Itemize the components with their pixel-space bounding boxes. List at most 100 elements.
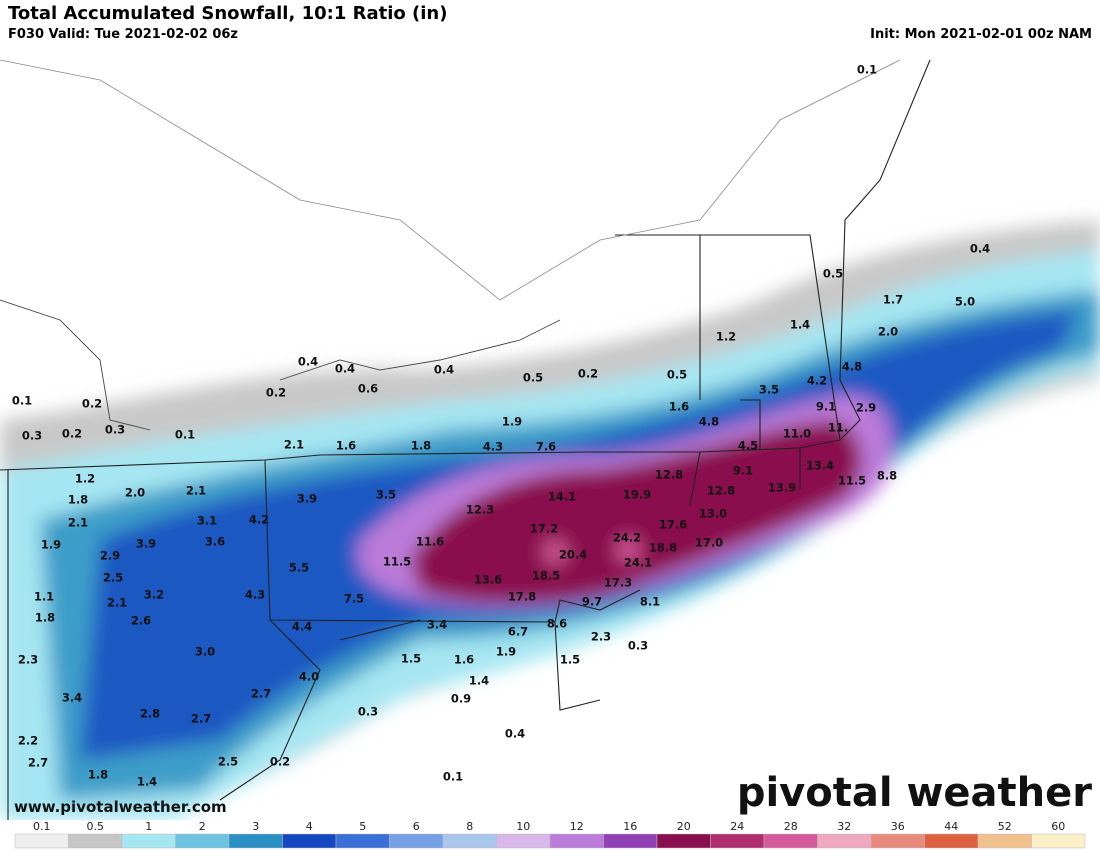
- init-time: Init: Mon 2021-02-01 00z NAM: [870, 27, 1092, 42]
- snowfall-value: 2.8: [140, 707, 160, 721]
- snowfall-value: 7.5: [344, 592, 364, 606]
- snowfall-value: 13.0: [699, 507, 727, 521]
- legend-swatch: [763, 833, 818, 849]
- snowfall-value: 2.3: [18, 653, 38, 667]
- legend-label: 0.5: [87, 820, 105, 833]
- logo: pivotal weather: [737, 770, 1092, 816]
- snowfall-value: 19.9: [623, 488, 651, 502]
- snowfall-value: 0.3: [22, 429, 42, 443]
- snowfall-value: 0.2: [82, 397, 102, 411]
- snowfall-value: 4.0: [299, 670, 319, 684]
- snowfall-value: 4.3: [245, 588, 265, 602]
- snowfall-value: 0.2: [62, 427, 82, 441]
- snowfall-value: 1.9: [41, 538, 61, 552]
- valid-time: F030 Valid: Tue 2021-02-02 06z: [8, 27, 238, 42]
- snowfall-value: 3.6: [205, 535, 225, 549]
- snowfall-value: 3.5: [759, 383, 779, 397]
- snowfall-value: 2.7: [251, 687, 271, 701]
- snowfall-value: 4.5: [738, 439, 758, 453]
- snowfall-value: 2.1: [284, 438, 304, 452]
- snowfall-value: 17.2: [530, 522, 558, 536]
- snowfall-value: 0.3: [105, 423, 125, 437]
- legend-label: 12: [570, 820, 584, 833]
- legend-swatch: [817, 833, 872, 849]
- snowfall-value: 0.2: [270, 755, 290, 769]
- snowfall-value: 1.9: [502, 415, 522, 429]
- snowfall-value: 8.6: [547, 617, 567, 631]
- snowfall-value: 11.0: [783, 427, 811, 441]
- snowfall-value: 20.4: [559, 548, 587, 562]
- legend-swatch: [442, 833, 497, 849]
- snowfall-value: 11.: [828, 421, 848, 435]
- legend-label: 20: [677, 820, 691, 833]
- snowfall-value: 0.4: [434, 363, 454, 377]
- snowfall-value: 2.1: [186, 484, 206, 498]
- legend-swatch: [603, 833, 658, 849]
- legend-swatch: [282, 833, 337, 849]
- snowfall-value: 2.7: [191, 712, 211, 726]
- snowfall-value: 4.3: [483, 440, 503, 454]
- legend-swatch: [389, 833, 444, 849]
- legend-label: 2: [199, 820, 206, 833]
- snowfall-value: 1.8: [35, 611, 55, 625]
- snowfall-value: 4.8: [842, 360, 862, 374]
- snowfall-value: 1.8: [88, 768, 108, 782]
- legend-label: 24: [730, 820, 744, 833]
- legend-swatch: [1031, 833, 1086, 849]
- snowfall-value: 2.2: [18, 734, 38, 748]
- snowfall-value: 7.6: [536, 440, 556, 454]
- snowfall-value: 14.1: [548, 490, 576, 504]
- snowfall-value: 0.3: [358, 705, 378, 719]
- snowfall-value: 1.7: [883, 293, 903, 307]
- legend-label: 60: [1051, 820, 1065, 833]
- snowfall-value: 6.7: [508, 625, 528, 639]
- snowfall-value: 0.2: [578, 367, 598, 381]
- snowfall-value: 1.4: [790, 318, 810, 332]
- legend-swatch: [656, 833, 711, 849]
- snowfall-value: 0.4: [298, 355, 318, 369]
- snowfall-value: 0.4: [970, 242, 990, 256]
- snowfall-value: 2.1: [68, 516, 88, 530]
- snowfall-value: 24.2: [613, 531, 641, 545]
- snowfall-value: 9.1: [733, 464, 753, 478]
- snowfall-value: 12.3: [466, 503, 494, 517]
- snowfall-value: 0.2: [266, 386, 286, 400]
- legend: 0.1 0.5 1 2 3 4 5 6 8 10 12 16 20 24 28 32 36 44 52 60: [14, 820, 1086, 849]
- legend-label: 3: [252, 820, 259, 833]
- snowfall-value: 3.9: [297, 492, 317, 506]
- snowfall-value: 13.4: [806, 459, 834, 473]
- snowfall-value: 1.1: [34, 590, 54, 604]
- snowfall-value: 1.6: [454, 653, 474, 667]
- snowfall-value: 4.2: [807, 374, 827, 388]
- legend-label: 4: [306, 820, 313, 833]
- snowfall-value: 3.1: [197, 514, 217, 528]
- legend-label: 1: [145, 820, 152, 833]
- legend-swatch: [14, 833, 69, 849]
- title: Total Accumulated Snowfall, 10:1 Ratio (…: [8, 3, 448, 24]
- snowfall-value: 11.5: [383, 555, 411, 569]
- snowfall-value: 12.8: [655, 468, 683, 482]
- snowfall-value: 0.1: [443, 770, 463, 784]
- snowfall-value: 8.1: [640, 595, 660, 609]
- snowfall-value: 2.0: [878, 325, 898, 339]
- snowfall-value: 0.1: [175, 428, 195, 442]
- legend-label: 32: [837, 820, 851, 833]
- legend-swatch: [175, 833, 230, 849]
- snowfall-value: 5.0: [955, 295, 975, 309]
- legend-swatch: [549, 833, 604, 849]
- snowfall-value: 18.5: [532, 569, 560, 583]
- snowfall-value: 13.9: [768, 481, 796, 495]
- snowfall-value: 0.4: [335, 362, 355, 376]
- legend-swatch: [68, 833, 123, 849]
- snowfall-value: 17.3: [604, 576, 632, 590]
- snowfall-value: 2.9: [856, 401, 876, 415]
- snowfall-value: 2.0: [125, 486, 145, 500]
- snowfall-value: 4.4: [292, 620, 312, 634]
- snowfall-value: 2.5: [103, 571, 123, 585]
- snowfall-value: 1.4: [469, 674, 489, 688]
- snowfall-value: 17.8: [508, 590, 536, 604]
- snowfall-value: 3.5: [376, 488, 396, 502]
- snowfall-value: 13.6: [474, 573, 502, 587]
- legend-label: 16: [623, 820, 637, 833]
- snowfall-value: 0.1: [12, 394, 32, 408]
